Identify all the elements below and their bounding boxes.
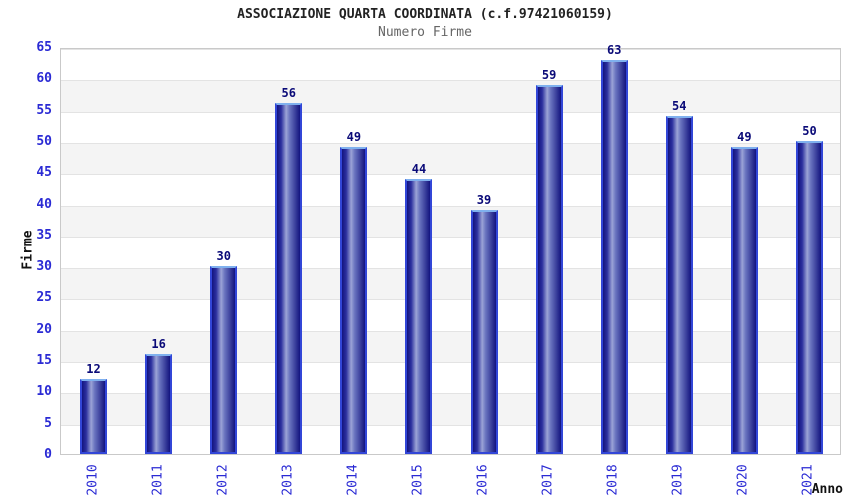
bar-value-label: 12: [86, 361, 101, 376]
chart-title: ASSOCIAZIONE QUARTA COORDINATA (c.f.9742…: [237, 7, 613, 22]
background-band: [61, 80, 840, 112]
gridline: [61, 299, 840, 301]
background-band: [61, 330, 840, 363]
bar-value-label: 59: [541, 67, 557, 82]
bar-value-label: 39: [476, 192, 492, 207]
gridline: [61, 330, 840, 332]
gridline: [61, 111, 840, 113]
y-tick-label: 65: [36, 40, 52, 55]
y-tick-label: 25: [36, 290, 52, 306]
gridline: [61, 174, 840, 176]
x-tick-label: 2016: [475, 464, 491, 496]
y-tick-label: 5: [44, 415, 52, 431]
x-tick-label: 2018: [605, 464, 621, 496]
bar-value-label: 44: [411, 161, 427, 176]
gridline: [61, 236, 840, 238]
y-tick-label: 40: [36, 196, 52, 212]
gridline: [61, 142, 840, 144]
gridline: [61, 393, 840, 395]
bar-value-label: 16: [151, 336, 166, 351]
gridline: [61, 205, 840, 207]
bar-2012: [210, 266, 238, 454]
bar-value-label: 49: [346, 130, 362, 145]
bar-2014: [340, 147, 368, 454]
x-axis-title: Anno: [811, 482, 843, 497]
bar-2016: [470, 209, 498, 454]
gridline: [61, 362, 840, 364]
bar-2013: [275, 103, 303, 454]
y-tick-label: 60: [36, 71, 52, 87]
bar-value-label: 63: [606, 42, 622, 57]
bar-2021: [795, 140, 823, 454]
x-tick-label: 2013: [280, 464, 296, 496]
bar-value-label: 50: [802, 123, 817, 138]
x-tick-label: 2010: [85, 464, 101, 496]
gridline: [61, 424, 840, 426]
x-tick-label: 2017: [540, 464, 556, 496]
bar-2020: [730, 147, 758, 454]
bar-value-label: 30: [216, 249, 231, 264]
gridline: [61, 268, 840, 270]
plot-area: 12 16 30 56 49 44 39 59 63 54 49 50: [60, 43, 841, 455]
bar-value-label: 49: [737, 130, 752, 145]
bar-2011: [145, 353, 173, 454]
x-tick-label: 2012: [215, 464, 231, 496]
y-tick-label: 30: [36, 259, 52, 275]
chart-subtitle: Numero Firme: [378, 25, 472, 40]
y-tick-label: 0: [44, 447, 52, 462]
y-tick-label: 10: [36, 384, 52, 400]
background-band: [61, 268, 840, 300]
background-band: [61, 205, 840, 237]
bar-2010: [80, 378, 108, 454]
x-tick-label: 2011: [150, 464, 166, 496]
y-tick-label: 35: [36, 227, 52, 243]
y-tick-label: 15: [36, 353, 52, 369]
x-tick-label: 2019: [670, 464, 686, 496]
x-tick-label: 2014: [345, 464, 361, 496]
bar-value-label: 56: [281, 86, 296, 101]
background-band: [61, 393, 840, 425]
gridline: [61, 80, 840, 82]
y-tick-label: 45: [36, 165, 52, 181]
gridline: [61, 49, 840, 50]
y-tick-label: 20: [36, 321, 52, 337]
bar-2019: [665, 115, 693, 454]
x-tick-label: 2020: [735, 464, 751, 496]
y-tick-label: 55: [36, 102, 52, 118]
bar-2018: [600, 59, 628, 454]
x-tick-label: 2015: [410, 464, 426, 496]
bar-2015: [405, 178, 433, 454]
bar-value-label: 54: [672, 98, 687, 113]
bar-2017: [535, 84, 563, 454]
y-tick-label: 50: [36, 133, 52, 149]
background-band: [61, 142, 840, 175]
